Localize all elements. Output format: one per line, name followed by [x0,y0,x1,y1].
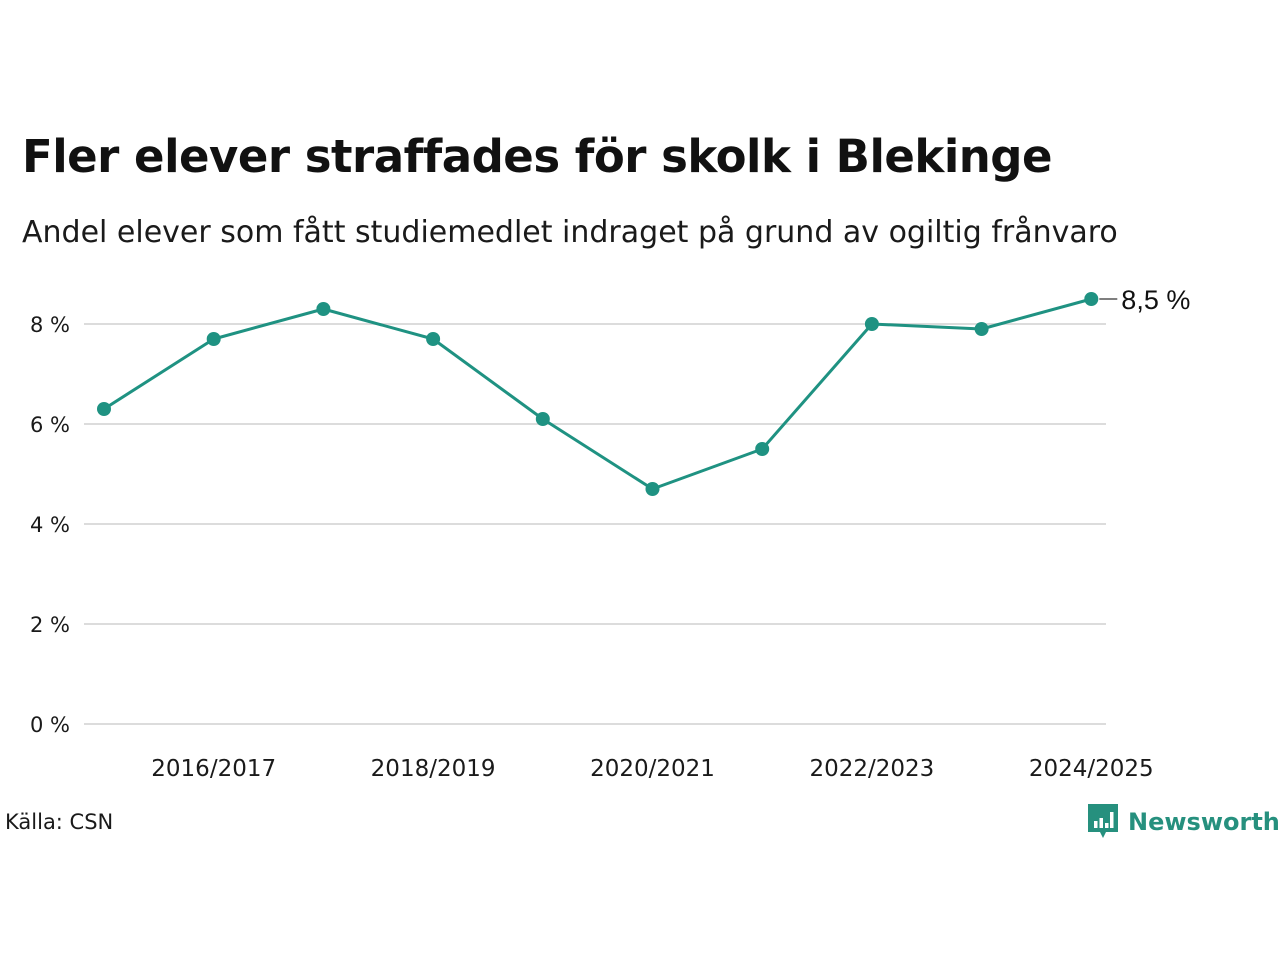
y-tick-label: 2 % [30,613,70,637]
y-axis-ticks: 0 % 2 % 4 % 6 % 8 % [30,313,70,737]
data-point[interactable] [864,317,879,331]
y-tick-label: 0 % [30,713,70,737]
data-point[interactable] [535,412,550,426]
x-axis-ticks: 2016/2017 2018/2019 2020/2021 2022/2023 2024… [151,756,1153,782]
series-line [103,297,1092,491]
data-point[interactable] [206,332,221,346]
y-tick-label: 8 % [30,313,70,337]
data-point[interactable] [974,322,989,336]
x-tick-label: 2018/2019 [371,756,496,782]
y-tick-label: 4 % [30,513,70,537]
brand-logo[interactable]: Newsworthy [1088,804,1280,840]
chart-subtitle: Andel elever som fått studiemedlet indra… [22,215,1118,250]
data-point[interactable] [316,302,331,316]
data-point[interactable] [426,332,441,346]
newsworthy-logo-icon [1088,804,1118,838]
end-value-label: 8,5 % [1121,285,1190,315]
data-point[interactable] [645,482,660,496]
gridlines [84,323,1106,725]
y-tick-label: 6 % [30,413,70,437]
data-point[interactable] [1084,292,1099,306]
series-group: 8,5 % [97,285,1190,496]
chart-title: Fler elever straffades för skolk i Bleki… [22,130,1053,183]
data-point[interactable] [97,402,111,416]
brand-name: Newsworthy [1128,808,1280,836]
x-tick-label: 2024/2025 [1029,756,1154,782]
data-point[interactable] [755,442,770,456]
x-tick-label: 2022/2023 [809,756,934,782]
x-tick-label: 2020/2021 [590,756,715,782]
x-tick-label: 2016/2017 [151,756,276,782]
source-note: Källa: CSN [5,810,114,834]
